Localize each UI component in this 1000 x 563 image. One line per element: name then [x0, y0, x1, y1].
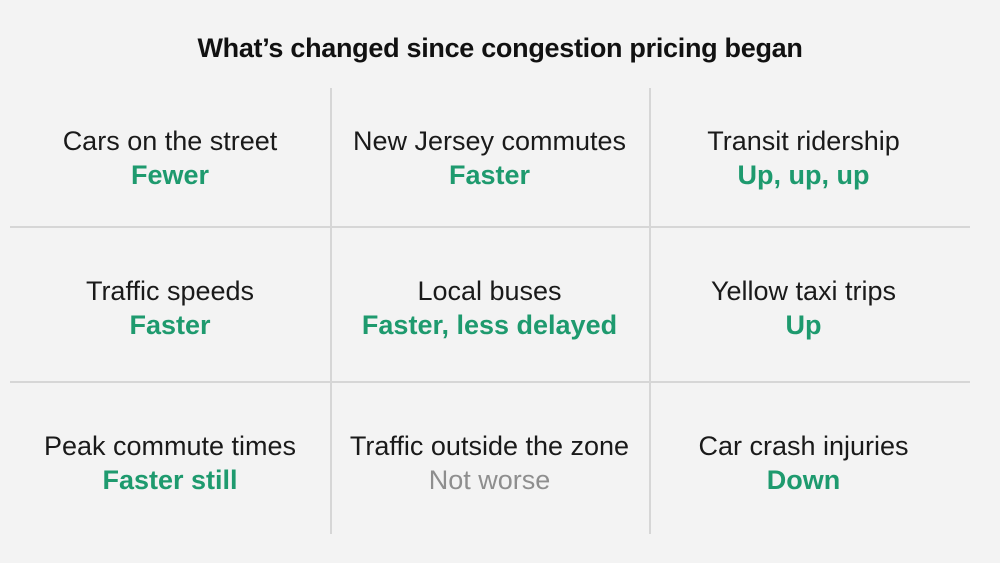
cell-value: Faster [448, 160, 531, 190]
cell-value: Faster still [102, 465, 238, 495]
page-title: What’s changed since congestion pricing … [197, 33, 803, 63]
grid-cell-transit-ridership: Transit ridership Up, up, up [649, 124, 958, 192]
column-divider [649, 88, 651, 534]
grid-cell-crash-injuries: Car crash injuries Down [649, 429, 958, 497]
cell-value: Down [766, 465, 841, 495]
summary-grid: Cars on the street Fewer New Jersey comm… [10, 88, 970, 534]
grid-cell-yellow-taxi: Yellow taxi trips Up [649, 274, 958, 342]
cell-label: Car crash injuries [698, 431, 909, 461]
cell-label: Traffic speeds [85, 276, 255, 306]
grid-cell-nj-commutes: New Jersey commutes Faster [330, 124, 649, 192]
grid-cell-peak-commute: Peak commute times Faster still [10, 429, 330, 497]
row-divider [10, 381, 970, 383]
cell-label: Peak commute times [43, 431, 297, 461]
cell-label: Transit ridership [707, 126, 900, 156]
cell-label: New Jersey commutes [352, 126, 627, 156]
grid-cell-cars: Cars on the street Fewer [10, 124, 330, 192]
grid-cell-traffic-speeds: Traffic speeds Faster [10, 274, 330, 342]
row-divider [10, 226, 970, 228]
cell-label: Local buses [417, 276, 562, 306]
cell-value: Up, up, up [737, 160, 870, 190]
cell-value: Up [785, 310, 822, 340]
cell-label: Yellow taxi trips [710, 276, 897, 306]
grid-cell-traffic-outside-zone: Traffic outside the zone Not worse [330, 429, 649, 497]
cell-value: Fewer [130, 160, 210, 190]
cell-label: Traffic outside the zone [349, 431, 630, 461]
cell-value: Not worse [428, 465, 551, 495]
cell-value: Faster, less delayed [361, 310, 618, 340]
cell-value: Faster [129, 310, 211, 340]
column-divider [330, 88, 332, 534]
cell-label: Cars on the street [62, 126, 278, 156]
grid-cell-local-buses: Local buses Faster, less delayed [330, 274, 649, 342]
